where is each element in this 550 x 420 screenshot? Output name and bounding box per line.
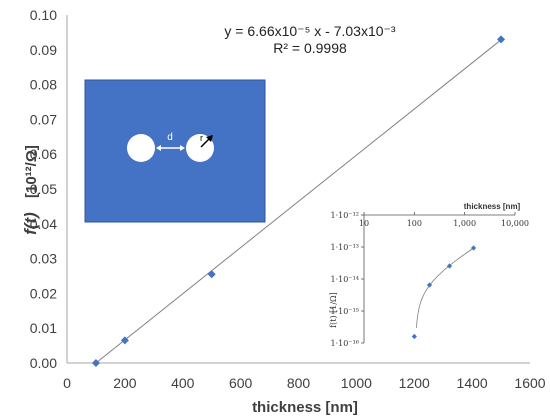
inset-data-point: [426, 282, 433, 288]
schematic-background: [84, 79, 266, 223]
inset-y-tick-label: 1·10⁻¹⁴: [331, 275, 359, 284]
y-tick-label: 0.09: [30, 42, 57, 58]
inset-y-tick-label: 1·10⁻¹²: [331, 211, 359, 220]
data-point: [207, 270, 216, 279]
x-tick-label: 400: [171, 375, 195, 391]
data-markers: [91, 35, 506, 367]
y-tick-label: 0.04: [30, 216, 57, 232]
x-tick-label: 200: [113, 375, 137, 391]
y-tick-label: 0.08: [30, 77, 57, 93]
distance-label: d: [167, 132, 173, 143]
trendline-equation: y = 6.66x10⁻⁵ x - 7.03x10⁻³: [224, 23, 396, 39]
data-point: [497, 35, 506, 44]
data-point: [120, 336, 129, 345]
inset-y-tick-label: 1·10⁻¹⁵: [331, 307, 359, 316]
y-tick-label: 0.03: [30, 251, 57, 267]
x-axis-title: thickness [nm]: [252, 399, 358, 416]
r-squared-label: R² = 0.9998: [273, 40, 347, 56]
radius-arrow-head: [206, 135, 213, 142]
y-tick-label: 0.10: [30, 7, 57, 23]
inset-x-tick-label: 1,000: [453, 219, 476, 228]
log-inset: 10 100 1,000 10,000 1·10⁻¹² 1·10⁻¹³ 1·10⁻¹⁴ 1·1…: [329, 202, 529, 348]
inset-y-tick-label: 1·10⁻¹⁶: [331, 339, 359, 348]
svg-text:f(t) [10¹²/Ω]: f(t) [10¹²/Ω]: [21, 145, 40, 235]
y-tick-label: 0.00: [30, 355, 57, 371]
y-tick-label: 0.05: [30, 181, 57, 197]
trendline: [95, 39, 502, 364]
inset-fit-curve: [416, 247, 474, 328]
x-tick-label: 0: [63, 375, 71, 391]
x-tick-labels: 0 200 400 600 800 1000 1200 1400 1600: [63, 375, 546, 391]
data-point: [91, 359, 100, 367]
y-tick-labels: 0.00 0.01 0.02 0.03 0.04 0.05 0.06 0.07 0.08 0.09…: [30, 7, 57, 371]
inset-data-markers: [411, 245, 477, 340]
inset-data-point: [411, 333, 417, 340]
inset-y-tick-label: 1·10⁻¹³: [331, 243, 359, 252]
y-tick-label: 0.01: [30, 320, 57, 336]
distance-arrow-left-head: [156, 145, 161, 151]
x-tick-label: 1400: [457, 375, 488, 391]
x-tick-label: 800: [287, 375, 311, 391]
y-tick-label: 0.07: [30, 111, 57, 127]
x-tick-label: 600: [229, 375, 253, 391]
y-axis-title-units: [10¹²/Ω]: [23, 145, 40, 198]
y-tick-label: 0.06: [30, 146, 57, 162]
x-tick-label: 1200: [399, 375, 430, 391]
left-hole: [127, 134, 155, 162]
inset-tick-marks: 10 100 1,000 10,000 1·10⁻¹² 1·10⁻¹³ 1·10⁻¹⁴ 1·1…: [331, 211, 529, 348]
y-axis-title-prefix: f(t): [21, 212, 40, 235]
inset-x-axis-title: thickness [nm]: [464, 202, 521, 211]
inset-data-point: [470, 245, 477, 251]
distance-arrow-right-head: [180, 145, 185, 151]
y-axis-title: f(t) [10¹²/Ω]: [21, 145, 40, 235]
inset-x-tick-label: 100: [407, 219, 422, 228]
y-tick-label: 0.02: [30, 285, 57, 301]
inset-data-point: [446, 263, 453, 269]
geometry-schematic: d r: [84, 79, 266, 223]
radius-label: r: [200, 133, 203, 143]
inset-x-tick-label: 10: [359, 219, 369, 228]
inset-x-tick-label: 10,000: [501, 219, 529, 228]
x-tick-label: 1000: [341, 375, 372, 391]
inset-y-axis-title: f(t) [1/Ω]: [329, 292, 338, 328]
x-tick-label: 1600: [514, 375, 545, 391]
